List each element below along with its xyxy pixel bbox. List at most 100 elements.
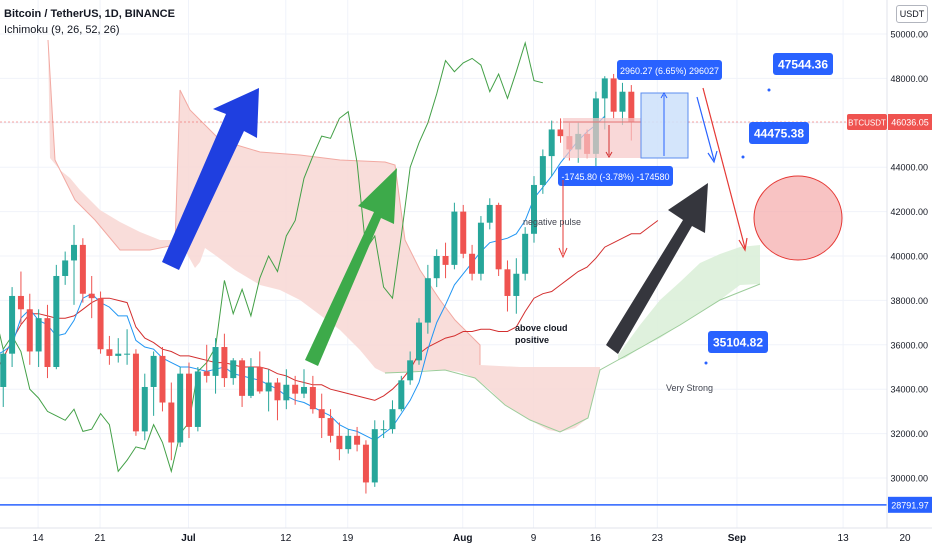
y-tick-label: 44000.00 [890,163,928,173]
x-tick-label: 16 [590,533,602,544]
y-tick-label: 48000.00 [890,74,928,84]
chikou-span-line [0,40,544,474]
candle-body [309,386,316,410]
symbol-title: Bitcoin / TetherUS, 1D, BINANCE [4,8,175,20]
candle-body [601,78,608,99]
target-zone-ellipse [753,175,843,261]
x-tick-label: 23 [652,533,664,544]
candle-body [177,373,184,443]
symbol-tag: BTCUSDT [848,118,886,127]
candle-body [221,347,228,379]
candle-body [433,256,440,279]
long-position-label: 2960.27 (6.65%) 296027 [620,66,719,76]
last-price-tag: 46036.05 [891,117,929,127]
long-position-arrowhead [660,92,668,99]
candle-body [486,204,493,223]
candle-body [451,211,458,265]
candle-body [371,429,378,483]
time-axis-bg [0,528,932,550]
candle-body [124,353,131,355]
x-tick-label: 21 [94,533,106,544]
y-tick-label: 36000.00 [890,340,928,350]
projection-blue-arrow [696,96,715,161]
candle-body [327,418,334,436]
x-tick-label: 9 [531,533,537,544]
y-tick-label: 30000.00 [890,474,928,484]
blue-arrow [162,88,259,270]
annotation-above-cloud: above cloud [515,323,568,333]
projection-red-arrow [702,87,746,249]
candle-body [9,295,16,354]
candle-body [62,260,69,276]
candle-body [186,373,193,427]
cloud-span-a [47,39,481,365]
candle-body [71,244,78,261]
y-tick-label: 34000.00 [890,385,928,395]
candle-body [44,318,51,367]
support-tag: 28791.97 [891,500,929,510]
price-axis-bg [887,0,932,550]
candle-body [79,244,86,294]
candle-body [407,360,414,381]
annotation-positive: positive [515,335,549,345]
last-price-tag-box [888,113,932,130]
ichimoku-cloud-bullish [618,245,760,360]
candle-body [548,129,555,157]
candle-body [26,309,33,352]
candle-body [318,409,325,419]
tenkan-sen-line [0,115,606,441]
x-tick-label: 14 [33,533,45,544]
long-position-label-box [617,60,722,80]
candle-body [610,78,617,112]
currency-button[interactable]: USDT [896,5,928,23]
price-label-44475-box [749,122,809,144]
green-arrow [305,168,397,366]
candle-body [513,273,520,296]
x-tick-label: Sep [728,533,746,544]
candle-body [283,384,290,401]
price-marker [767,88,771,92]
candle-body [460,211,467,254]
cloud-span-b [384,283,761,433]
y-tick-label: 32000.00 [890,429,928,439]
price-marker [741,155,745,159]
candle-body [292,384,299,394]
negative-pulse-arrowhead [558,247,568,259]
candle-body [132,353,139,432]
candle-body [0,353,7,387]
candle-body [159,355,166,403]
candle-body [336,435,343,450]
candle-body [274,382,281,401]
candle-body [17,295,24,310]
candle-body [97,298,104,350]
projection-red-arrowhead [738,237,748,252]
candle-body [345,435,352,450]
short-position-label-box [558,166,673,186]
price-label-35104-box [708,331,768,353]
candle-body [619,91,626,112]
short-position-loss-zone [563,118,641,158]
price-label-44475: 44475.38 [754,127,804,141]
candle-body [203,371,210,376]
price-label-47544: 47544.36 [778,58,828,72]
short-position-label: -1745.80 (-3.78%) -174580 [561,172,669,182]
ichimoku-cloud-bearish [48,40,600,432]
candle-body [212,347,219,376]
candle-body [247,367,254,396]
candle-body [557,129,564,137]
candle-body [442,256,449,265]
candle-body [141,386,148,432]
x-tick-label: 20 [899,533,911,544]
candle-body [398,380,405,410]
price-label-35104: 35104.82 [713,336,763,350]
candle-body [389,409,396,430]
candle-body [53,275,60,367]
candle-body [424,278,431,323]
candle-body [115,353,122,356]
candle-body [35,318,42,352]
y-tick-label: 50000.00 [890,30,928,40]
candle-body [362,444,369,483]
candle-body [539,156,546,185]
